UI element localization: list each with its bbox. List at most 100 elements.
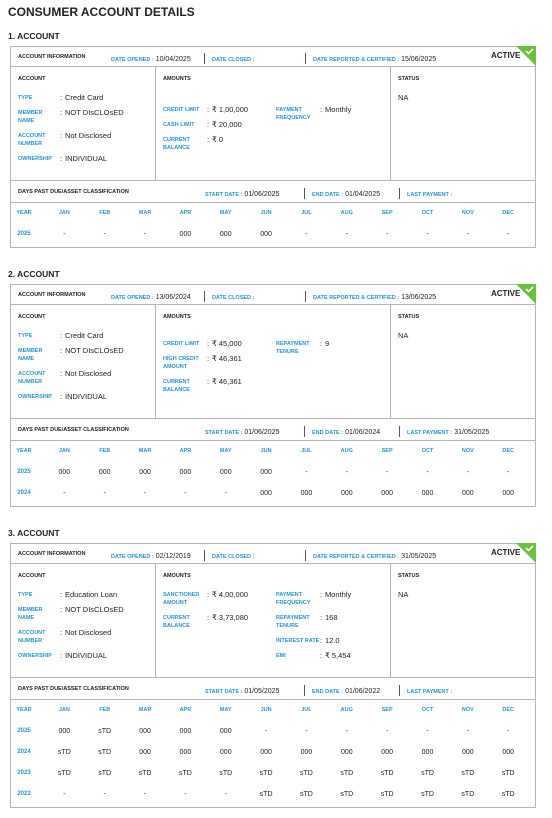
end-date: END DATE :01/06/2024	[304, 426, 380, 437]
month-cell: 000	[179, 469, 192, 476]
month-cell: sTD	[340, 770, 354, 777]
status-value: NA	[398, 93, 409, 102]
start-date-label: START DATE :	[205, 689, 243, 695]
field-row: HIGH CREDIT AMOUNT: ₹ 46,361	[163, 354, 276, 371]
last-payment: LAST PAYMENT :	[399, 188, 452, 199]
status-badge: ACTIVE	[491, 289, 521, 298]
field-value: NOT DIsCLOsED	[65, 346, 124, 355]
table-row: 2025 - - - 000 000 000 - - - - - -	[11, 224, 535, 245]
month-cell: sTD	[178, 770, 192, 777]
month-cell: 000	[421, 490, 434, 497]
last-payment-label: LAST PAYMENT :	[407, 430, 453, 436]
field-separator: :	[320, 338, 323, 348]
date-opened-value: 02/12/2019	[155, 553, 191, 560]
column-header: SEP	[381, 707, 393, 713]
end-date: END DATE :01/04/2025	[304, 188, 380, 199]
dpd-table: YEAR JAN FEB MAR APR MAY JUN JUL AUG SEP OCT NOV DEC…	[11, 203, 535, 247]
dpd-row: DAYS PAST DUE/ASSET CLASSIFICATION START …	[11, 181, 535, 203]
month-cell: -	[426, 231, 429, 238]
field-row: CURRENT BALANCE: ₹ 3,73,080	[163, 614, 276, 630]
month-cell: -	[466, 728, 470, 735]
date-closed-label: DATE CLOSED :	[212, 295, 255, 301]
month-cell: 000	[260, 469, 272, 476]
field-value: INDIVIDUAL	[65, 651, 108, 660]
field-value: Not Disclosed	[65, 131, 112, 140]
field-value: ₹ 0	[212, 134, 224, 144]
field-value: Not Disclosed	[65, 628, 112, 637]
field-separator: :	[60, 131, 63, 140]
month-cell: -	[63, 231, 66, 238]
field-row: ACCOUNT NUMBER: Not Disclosed	[18, 132, 155, 148]
last-payment: LAST PAYMENT :	[399, 685, 452, 696]
month-cell: sTD	[461, 770, 475, 777]
month-cell: sTD	[501, 791, 515, 798]
field-value: Monthly	[325, 104, 352, 114]
dpd-row: DAYS PAST DUE/ASSET CLASSIFICATION START …	[11, 419, 535, 441]
month-cell: sTD	[219, 770, 233, 777]
month-cell: 000	[219, 728, 232, 735]
column-header: AUG	[340, 707, 353, 713]
column-header: OCT	[421, 210, 434, 216]
dpd-label: DAYS PAST DUE/ASSET CLASSIFICATION	[18, 189, 129, 195]
column-header: NOV	[461, 448, 474, 454]
month-cell: 000	[98, 469, 111, 476]
account-info-row: ACCOUNT INFORMATION DATE OPENED :10/04/20…	[11, 47, 535, 67]
column-header: DEC	[502, 707, 514, 713]
account-info-row: ACCOUNT INFORMATION DATE OPENED :13/06/20…	[11, 285, 535, 305]
field-label: CURRENT BALANCE	[163, 615, 190, 629]
month-cell: -	[184, 490, 187, 497]
month-cell: -	[507, 469, 510, 476]
field-row: MEMBER NAME: NOT DIsCLOsED	[18, 109, 155, 125]
field-value: Not Disclosed	[65, 369, 112, 378]
date-opened-value: 13/06/2024	[155, 294, 191, 301]
field-value: ₹ 46,361	[212, 376, 242, 386]
field-row: MEMBER NAME: NOT DIsCLOsED	[18, 606, 155, 622]
month-cell: -	[103, 791, 106, 798]
month-cell: sTD	[340, 791, 354, 798]
month-cell: 000	[300, 490, 313, 497]
column-header: JUN	[260, 448, 272, 454]
month-cell: sTD	[57, 770, 71, 777]
field-label: CASH LIMIT	[163, 121, 195, 128]
field-row: TYPE: Credit Card	[18, 332, 155, 340]
dpd-table: YEAR JAN FEB MAR APR MAY JUN JUL AUG SEP OCT NOV DEC…	[11, 441, 535, 506]
column-header: JAN	[58, 707, 70, 713]
field-label: CURRENT BALANCE	[163, 136, 190, 151]
month-cell: -	[143, 231, 147, 238]
column-header: APR	[179, 707, 192, 713]
month-cell: sTD	[421, 770, 434, 777]
month-cell: sTD	[300, 770, 313, 777]
month-cell: 000	[260, 749, 272, 756]
month-cell: -	[466, 469, 470, 476]
month-cell: -	[385, 469, 389, 476]
account-heading: 2. ACCOUNT	[8, 269, 60, 279]
table-row: 2022 - - - - - sTD sTD sTD sTD sTD sTD sTD	[11, 784, 535, 805]
column-header: YEAR	[16, 448, 32, 454]
column-header: MAR	[138, 448, 152, 454]
column-header: YEAR	[16, 707, 32, 713]
month-cell: -	[224, 791, 227, 798]
month-cell: 000	[462, 749, 474, 756]
consumer-account-details: CONSUMER ACCOUNT DETAILS 1. ACCOUNT ACCOU…	[8, 5, 536, 808]
column-label: STATUS	[398, 76, 420, 82]
amounts-column: AMOUNTS CREDIT LIMIT: ₹ 1,00,000 CASH LIMIT…	[156, 67, 391, 180]
month-cell: sTD	[421, 791, 434, 798]
month-cell: 000	[462, 490, 474, 497]
account-main: ACCOUNT TYPE: Credit Card MEMBER NAME: NOT D…	[11, 305, 535, 419]
date-opened-value: 10/04/2025	[155, 56, 191, 63]
status-value: NA	[398, 590, 409, 599]
month-cell: 000	[381, 490, 393, 497]
month-cell: -	[385, 231, 389, 238]
account-main: ACCOUNT TYPE: Credit Card MEMBER NAME: NOT D…	[11, 67, 535, 181]
column-header: MAR	[138, 210, 152, 216]
month-cell: 000	[219, 749, 232, 756]
field-separator: :	[207, 104, 210, 114]
field-label: REPAYMENT TENURE	[276, 340, 310, 355]
status-badge: ACTIVE	[491, 51, 521, 60]
column-header: JUL	[301, 210, 312, 216]
table-header-row: YEAR JAN FEB MAR APR MAY JUN JUL AUG SEP OCT NOV DEC	[11, 700, 535, 721]
month-cell: -	[264, 728, 268, 735]
field-row: INTEREST RATE:12.0	[276, 637, 389, 645]
field-separator: :	[60, 590, 63, 599]
